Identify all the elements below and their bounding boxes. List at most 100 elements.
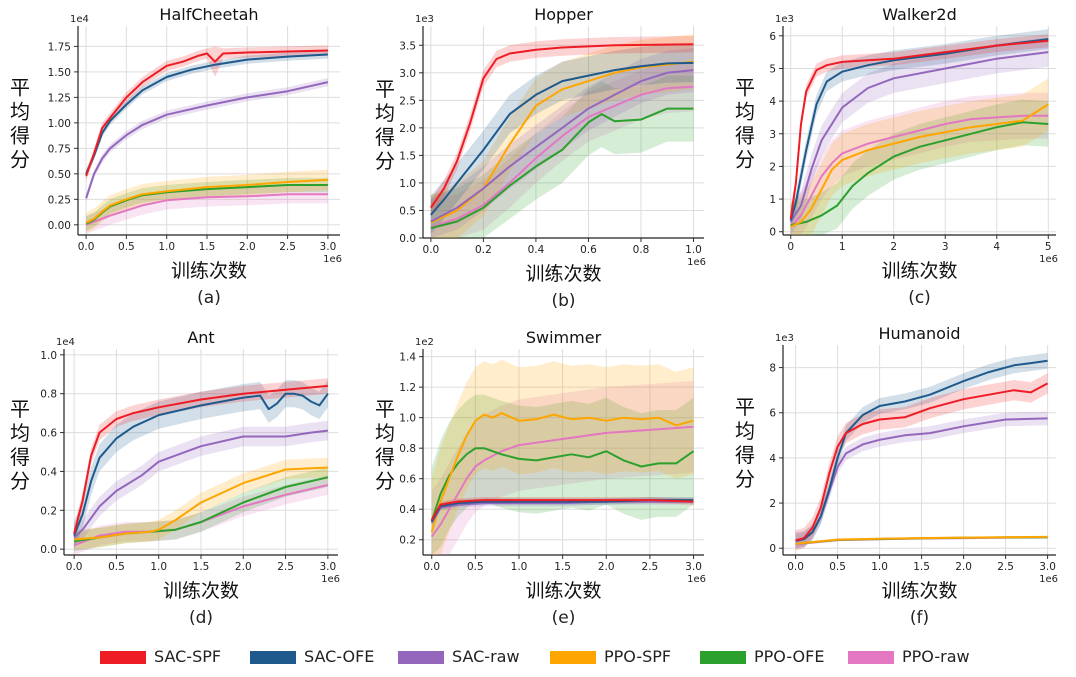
y-tick-label: 0.00 <box>48 220 71 232</box>
x-tick-label: 5 <box>1045 241 1052 253</box>
band-ppo-raw <box>431 381 694 555</box>
y-tick-label: 1.50 <box>48 67 71 79</box>
y-tick-label: 0.8 <box>399 443 416 455</box>
band-sac-raw <box>430 48 694 238</box>
x-tick-label: 2.5 <box>642 561 659 573</box>
y-axis-label: 平均得分 <box>735 395 755 491</box>
line-sac-ofe <box>795 359 1048 542</box>
x-tick-label: 1.0 <box>158 241 175 253</box>
y-tick-label: 0.4 <box>399 504 416 516</box>
y-exponent: 1e3 <box>775 14 794 25</box>
line-sac-ofe <box>73 392 329 536</box>
legend-label-ppo-ofe: PPO-OFE <box>754 647 825 666</box>
band-sac-raw <box>431 498 694 526</box>
x-tick-label: 1.0 <box>511 561 528 573</box>
y-tick-label: 2 <box>769 161 776 173</box>
subplot-sublabel: (d) <box>189 608 213 628</box>
line-sac-raw <box>85 81 329 199</box>
x-tick-label: 0.4 <box>528 244 545 256</box>
line-sac-raw <box>430 69 694 223</box>
x-tick-label: 3 <box>942 241 949 253</box>
line-sac-raw <box>789 51 1049 223</box>
y-axis-label: 平均得分 <box>735 76 755 172</box>
band-ppo-spf <box>430 34 694 238</box>
line-ppo-raw <box>430 425 694 538</box>
y-tick-label: 0.6 <box>40 428 57 440</box>
x-tick-label: 0.5 <box>108 561 125 573</box>
x-tick-label: 0 <box>787 241 794 253</box>
subplot-sublabel: (b) <box>551 291 575 311</box>
y-tick-label: 4 <box>769 96 776 108</box>
band-sac-ofe <box>74 380 328 550</box>
y-tick-label: 1 <box>769 194 776 206</box>
subplot-sublabel: (a) <box>197 288 221 308</box>
y-tick-label: 0.25 <box>48 194 71 206</box>
y-tick-label: 1.0 <box>40 350 57 362</box>
x-tick-label: 3.0 <box>320 241 337 253</box>
band-sac-spf <box>74 378 328 542</box>
line-sac-spf <box>85 49 328 177</box>
subplot-title: Swimmer <box>526 328 602 347</box>
figure-grid: 0.0 0.5 1.0 1.5 2.0 2.5 3.00.000.250.500.751.0… <box>10 5 1058 628</box>
x-tick-label: 1.0 <box>685 244 702 256</box>
y-axis-label: 平均得分 <box>375 77 395 173</box>
line-sac-spf <box>795 382 1049 542</box>
y-exponent: 1e3 <box>775 333 794 344</box>
band-sac-ofe <box>795 352 1048 549</box>
legend-label-ppo-raw: PPO-raw <box>902 647 970 666</box>
legend-swatch-ppo-spf <box>550 651 596 664</box>
y-tick-label: 2 <box>769 498 776 510</box>
x-exponent: 1e6 <box>1039 254 1058 265</box>
subplot-humanoid: 0.0 0.5 1.0 1.5 2.0 2.5 3.0 0 2 4 6 8 Humanoid 1e3 1e6… <box>735 324 1058 628</box>
legend-label-sac-spf: SAC-SPF <box>154 647 222 666</box>
legend-swatch-sac-ofe <box>250 651 296 664</box>
x-tick-label: 0.2 <box>475 244 492 256</box>
line-ppo-spf <box>795 535 1048 545</box>
y-tick-label: 0.0 <box>40 544 57 556</box>
y-tick-label: 8 <box>769 363 776 375</box>
x-tick-label: 1.0 <box>150 561 167 573</box>
line-ppo-spf <box>85 178 328 224</box>
x-tick-label: 0.0 <box>66 561 83 573</box>
legend-swatch-sac-spf <box>100 651 146 664</box>
subplot-halfcheetah: 0.0 0.5 1.0 1.5 2.0 2.5 3.0 0.00 0.25 0.50 0.75 1.0… <box>10 5 342 308</box>
y-tick-label: 3.5 <box>399 40 416 52</box>
y-tick-label: 0.50 <box>48 169 71 181</box>
y-axis-label: 平均得分 <box>10 76 30 172</box>
band-sac-spf <box>795 373 1048 551</box>
x-exponent: 1e6 <box>321 574 340 585</box>
x-tick-label: 2.5 <box>997 561 1014 573</box>
x-tick-label: 2.5 <box>279 241 296 253</box>
x-tick-label: 1.5 <box>193 561 210 573</box>
legend-swatch-ppo-raw <box>848 651 894 664</box>
x-exponent: 1e6 <box>323 254 342 265</box>
x-axis-label: 训练次数 <box>525 580 601 602</box>
y-tick-label: 0 <box>769 227 776 239</box>
y-exponent: 1e4 <box>70 14 89 25</box>
y-tick-label: 0.6 <box>399 474 416 486</box>
y-tick-label: 3.0 <box>399 68 416 80</box>
line-sac-spf <box>789 39 1049 219</box>
y-tick-label: 3 <box>769 129 776 141</box>
band-ppo-raw <box>790 92 1049 236</box>
x-axis-label: 训练次数 <box>163 580 239 602</box>
y-tick-label: 1.0 <box>399 178 416 190</box>
line-ppo-raw <box>430 85 694 228</box>
line-sac-raw <box>73 429 329 539</box>
y-tick-label: 6 <box>769 408 776 420</box>
legend: SAC-SPF SAC-OFE SAC-raw PPO-SPF PPO-OFE … <box>0 640 1076 676</box>
legend-label-sac-raw: SAC-raw <box>452 647 520 666</box>
x-tick-label: 2.0 <box>955 561 972 573</box>
line-ppo-spf <box>430 412 694 533</box>
y-tick-label: 2.5 <box>399 95 416 107</box>
line-ppo-ofe <box>790 121 1049 227</box>
y-tick-label: 1.00 <box>48 118 71 130</box>
line-ppo-ofe <box>430 447 695 522</box>
y-tick-label: 1.0 <box>399 413 416 425</box>
y-tick-label: 2.0 <box>399 123 416 135</box>
x-tick-label: 0.0 <box>423 561 440 573</box>
subplot-walker2d: 0 1 2 3 4 5 0 1 2 3 4 5 6 Walker2d 1e3 1e6 训练次数 (c) 平均得分 <box>735 5 1058 308</box>
legend-label-sac-ofe: SAC-OFE <box>304 647 375 666</box>
x-tick-label: 0.0 <box>78 241 95 253</box>
y-tick-label: 0.75 <box>48 143 71 155</box>
